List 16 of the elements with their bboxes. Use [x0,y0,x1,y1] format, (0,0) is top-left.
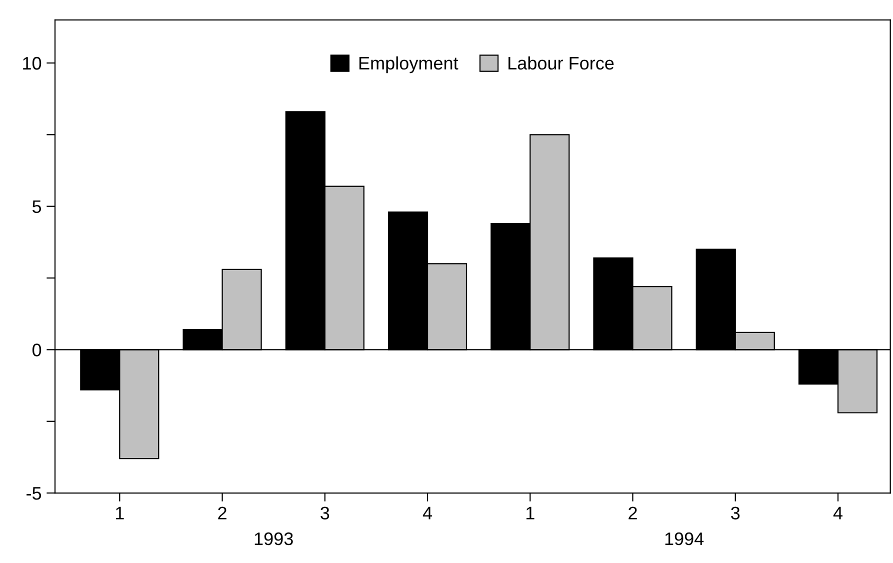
x-tick-label: 4 [422,506,432,520]
legend-label: Labour Force [508,56,614,70]
x-tick-label: 1 [526,506,534,520]
y-tick-label: 5 [32,200,42,214]
y-tick-label: -5 [26,487,42,500]
text: 1994 [665,532,704,546]
x-tick-label: 3 [320,506,330,520]
legend-label: Employment [359,56,458,74]
x-tick-label: 2 [628,506,637,520]
x-tick-label: 3 [731,506,740,520]
x-tick-label: 4 [833,506,842,520]
x-tick-label: 2 [218,506,226,520]
y-tick-label: 10 [23,56,42,70]
x-tick-label: 1 [116,506,124,520]
text: 1993 [254,532,293,546]
y-tick-label: 0 [32,344,42,356]
